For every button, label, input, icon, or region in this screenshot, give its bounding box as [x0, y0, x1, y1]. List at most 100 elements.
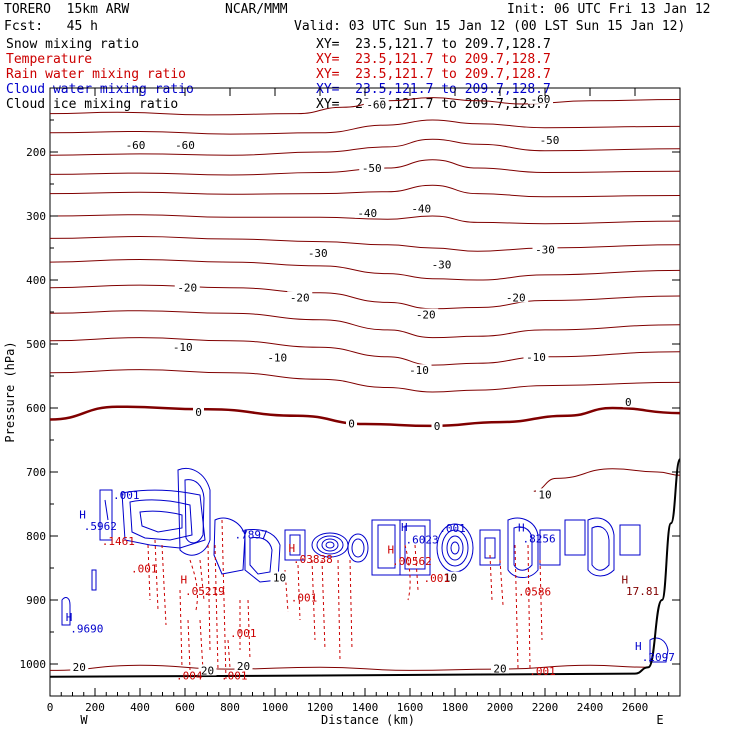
- temperature-contour-m40: [49, 184, 681, 198]
- temperature-contour-label: -10: [526, 351, 546, 364]
- x-tick-label: 200: [85, 701, 105, 714]
- temperature-contour-label: 10: [444, 572, 457, 585]
- x-tick-label: 2400: [577, 701, 604, 714]
- temperature-label-bg: [172, 138, 198, 150]
- temperature-contour-label: 0: [434, 420, 441, 433]
- cloud-water-label: .9690: [70, 623, 103, 636]
- rain-water-label: .001: [424, 572, 451, 585]
- temperature-label-bg: [123, 138, 148, 150]
- temperature-label-bg: [287, 291, 313, 303]
- temperature-label-bg: [198, 664, 217, 676]
- temperature-contour-label: 20: [73, 661, 86, 674]
- rain-water-label: .1461: [102, 535, 135, 548]
- temperature-contour-m5: [49, 369, 681, 393]
- rain-water-label: .001: [291, 591, 318, 604]
- temperature-contour-label: 20: [237, 660, 250, 673]
- field-xy-temperature: XY= 23.5,121.7 to 209.7,128.7: [316, 52, 551, 67]
- y-tick-label: 200: [26, 146, 46, 159]
- x-axis-label: Distance (km): [321, 713, 415, 727]
- temperature-contour-label: 20: [201, 664, 214, 677]
- temperature-contour-label: -10: [409, 364, 429, 377]
- y-axis-label: Pressure (hPa): [3, 341, 17, 442]
- temperature-contour-label: 10: [538, 488, 551, 501]
- temperature-contour-20: [49, 664, 647, 671]
- temperature-contour-label: -60: [126, 139, 146, 152]
- temperature-label-bg: [264, 351, 290, 363]
- temperature-contour-m45: [49, 159, 681, 176]
- y-tick-label: 600: [26, 402, 46, 415]
- field-xy-cloud-water: XY= 23.5,121.7 to 209.7,128.7: [316, 82, 551, 97]
- axes: 0 200 400 600 800 1000 1200 1400 1600 1800 2000 220…: [20, 88, 680, 714]
- rain-water-label: .001: [529, 665, 556, 678]
- temperature-label-bg: [528, 92, 553, 104]
- rain-water-contours: [147, 519, 543, 681]
- rain-water-label: .00562: [392, 555, 432, 568]
- rain-water-label: .004: [176, 669, 203, 682]
- temperature-contour-label: 0: [625, 396, 632, 409]
- forecast-hour: Fcst: 45 h: [4, 19, 98, 34]
- temperature-contour-label: -30: [535, 243, 555, 256]
- field-name-snow: Snow mixing ratio: [6, 37, 140, 52]
- x-tick-label: 600: [175, 701, 195, 714]
- x-tick-label: 1800: [442, 701, 469, 714]
- temperature-label-bg: [408, 202, 434, 214]
- field-xy-rain: XY= 23.5,121.7 to 209.7,128.7: [316, 67, 551, 82]
- temperature-contour-m25: [49, 258, 681, 281]
- temperature-label-bg: [532, 243, 558, 255]
- temperature-label-bg: [359, 162, 385, 173]
- temperature-contour-label: 10: [273, 572, 286, 585]
- rain-water-label: H: [289, 542, 296, 555]
- cloud-water-label: .001: [439, 522, 466, 535]
- temperature-contour-label: -60: [366, 99, 386, 112]
- cloud-water-label: .7897: [235, 529, 268, 542]
- temperature-label-bg: [170, 341, 196, 353]
- temperature-label-bg: [363, 98, 389, 110]
- temperature-extremum-label: H: [622, 573, 629, 586]
- temperature-label-bg: [429, 258, 454, 270]
- temperature-contour-m10: [49, 337, 681, 366]
- cloud-water-label: .001: [113, 489, 140, 502]
- temperature-contour-label: -60: [175, 139, 195, 152]
- y-tick-label: 800: [26, 530, 46, 543]
- temperature-contour-label: -10: [173, 341, 193, 354]
- y-tick-label: 1000: [20, 658, 47, 671]
- temperature-contour-m55: [49, 119, 681, 135]
- temperature-contour-label: -20: [290, 291, 310, 304]
- temperature-label-bg: [491, 662, 509, 674]
- temperature-label-bg: [622, 396, 634, 408]
- temperature-label-bg: [441, 571, 460, 583]
- x-tick-label: 2600: [622, 701, 649, 714]
- cloud-water-label: .5962: [84, 520, 117, 533]
- temperature-contour-m50: [49, 138, 681, 156]
- field-name-temperature: Temperature: [6, 52, 93, 67]
- temperature-contour-10: [533, 468, 681, 492]
- cloud-water-contours: [61, 467, 669, 663]
- y-tick-label: 900: [26, 594, 46, 607]
- init-time: Init: 06 UTC Fri 13 Jan 12: [507, 2, 711, 17]
- rain-water-label: .001: [131, 562, 158, 575]
- x-tick-label: 0: [47, 701, 54, 714]
- temperature-contour-label: 0: [348, 417, 355, 430]
- x-tick-label: 1400: [352, 701, 379, 714]
- x-tick-label: 400: [130, 701, 150, 714]
- x-tick-label: 1200: [307, 701, 334, 714]
- temperature-label-bg: [305, 247, 331, 259]
- field-name-cloud-water: Cloud water mixing ratio: [6, 82, 194, 97]
- temperature-contour-m35: [49, 214, 681, 225]
- x-tick-label: 800: [220, 701, 240, 714]
- temperature-extremum-label: 17.81: [626, 585, 659, 598]
- valid-time: Valid: 03 UTC Sun 15 Jan 12 (00 LST Sun …: [294, 19, 686, 34]
- temperature-contour-label: -30: [432, 259, 452, 272]
- temperature-contour-label: -20: [177, 282, 197, 295]
- plot-frame: [49, 87, 681, 697]
- cloud-water-label: .6023: [406, 534, 439, 547]
- temperature-contours: [49, 97, 681, 671]
- temperature-contour-label: -40: [411, 202, 431, 215]
- y-tick-label: 400: [26, 274, 46, 287]
- x-tick-label: 1600: [397, 701, 424, 714]
- temperature-contour-label: -40: [357, 207, 377, 220]
- rain-water-label: .05219: [185, 585, 225, 598]
- cloud-water-label: H: [66, 611, 73, 624]
- west-endpoint-label: W: [80, 713, 88, 727]
- temperature-label-bg: [431, 419, 443, 431]
